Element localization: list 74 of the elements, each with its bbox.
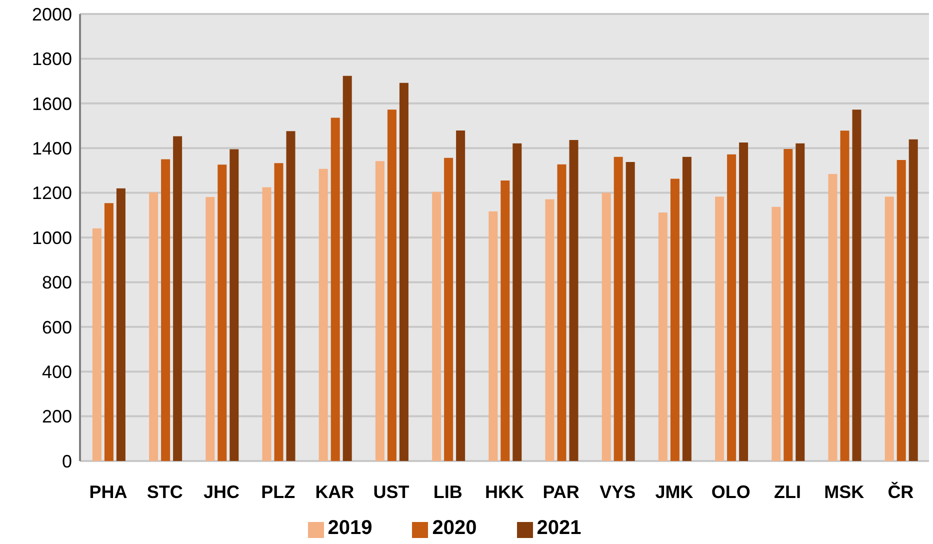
x-tick-label: JHC	[203, 482, 240, 502]
y-tick-label: 1800	[32, 49, 72, 70]
bar	[116, 188, 126, 461]
legend-label: 2020	[432, 517, 477, 539]
x-tick-label: UST	[373, 482, 410, 502]
bar	[274, 163, 284, 461]
bar	[387, 110, 396, 461]
bar	[286, 131, 296, 461]
bar	[444, 158, 454, 461]
bar	[318, 168, 328, 461]
x-tick-label: JMK	[655, 482, 694, 502]
bar	[884, 196, 894, 461]
bar	[682, 156, 692, 461]
x-tick-label: KAR	[315, 482, 354, 502]
bar	[432, 192, 442, 461]
x-tick-label: ČR	[888, 480, 914, 502]
x-tick-label: ZLI	[774, 482, 801, 502]
bar	[614, 156, 623, 461]
bar	[670, 178, 680, 461]
bar	[908, 139, 918, 461]
bar	[92, 228, 102, 461]
bar	[399, 82, 408, 461]
x-tick-label: VYS	[600, 482, 636, 502]
bar	[727, 154, 736, 461]
y-tick-label: 200	[42, 406, 72, 427]
x-tick-label: PAR	[542, 482, 580, 502]
bar	[715, 196, 724, 461]
x-tick-label: PLZ	[261, 482, 296, 502]
bar	[658, 212, 668, 461]
y-tick-label: 1400	[32, 138, 72, 158]
bar	[206, 197, 215, 461]
x-tick-label: MSK	[824, 482, 864, 502]
x-tick-label: PHA	[89, 482, 128, 502]
bar	[828, 174, 838, 461]
bar	[149, 192, 158, 461]
bar	[375, 161, 384, 461]
x-tick-label: LIB	[433, 482, 462, 502]
y-tick-label: 1600	[32, 94, 72, 114]
bar	[500, 180, 510, 461]
bar	[796, 143, 805, 461]
x-tick-label: OLO	[711, 482, 750, 502]
bar	[626, 162, 635, 461]
bar	[512, 143, 522, 461]
bar	[739, 142, 748, 461]
bar	[784, 148, 793, 461]
bar	[262, 187, 272, 461]
bar	[161, 159, 170, 461]
bar	[545, 199, 554, 461]
y-tick-label: 1200	[32, 183, 72, 204]
bar	[173, 136, 182, 461]
y-tick-label: 600	[42, 317, 72, 338]
bar	[488, 211, 498, 461]
x-tick-label: HKK	[485, 482, 524, 502]
bar	[852, 110, 862, 461]
bar	[569, 140, 578, 461]
y-tick-label: 400	[42, 362, 72, 382]
bar	[104, 203, 114, 461]
bar	[602, 192, 611, 461]
y-tick-label: 0	[62, 451, 72, 472]
y-tick-label: 1000	[32, 228, 72, 248]
legend-label: 2021	[536, 517, 582, 539]
x-tick-label: STC	[146, 482, 183, 502]
bar	[230, 149, 239, 461]
bar	[557, 164, 566, 461]
bar	[840, 130, 850, 461]
legend-label: 2019	[328, 517, 372, 539]
y-tick-label: 2000	[32, 4, 72, 24]
y-tick-label: 800	[42, 272, 72, 293]
bar	[330, 118, 340, 461]
bar	[772, 206, 781, 461]
bar	[456, 130, 466, 461]
bar	[342, 76, 352, 461]
bar	[218, 164, 227, 461]
bar	[896, 160, 906, 461]
